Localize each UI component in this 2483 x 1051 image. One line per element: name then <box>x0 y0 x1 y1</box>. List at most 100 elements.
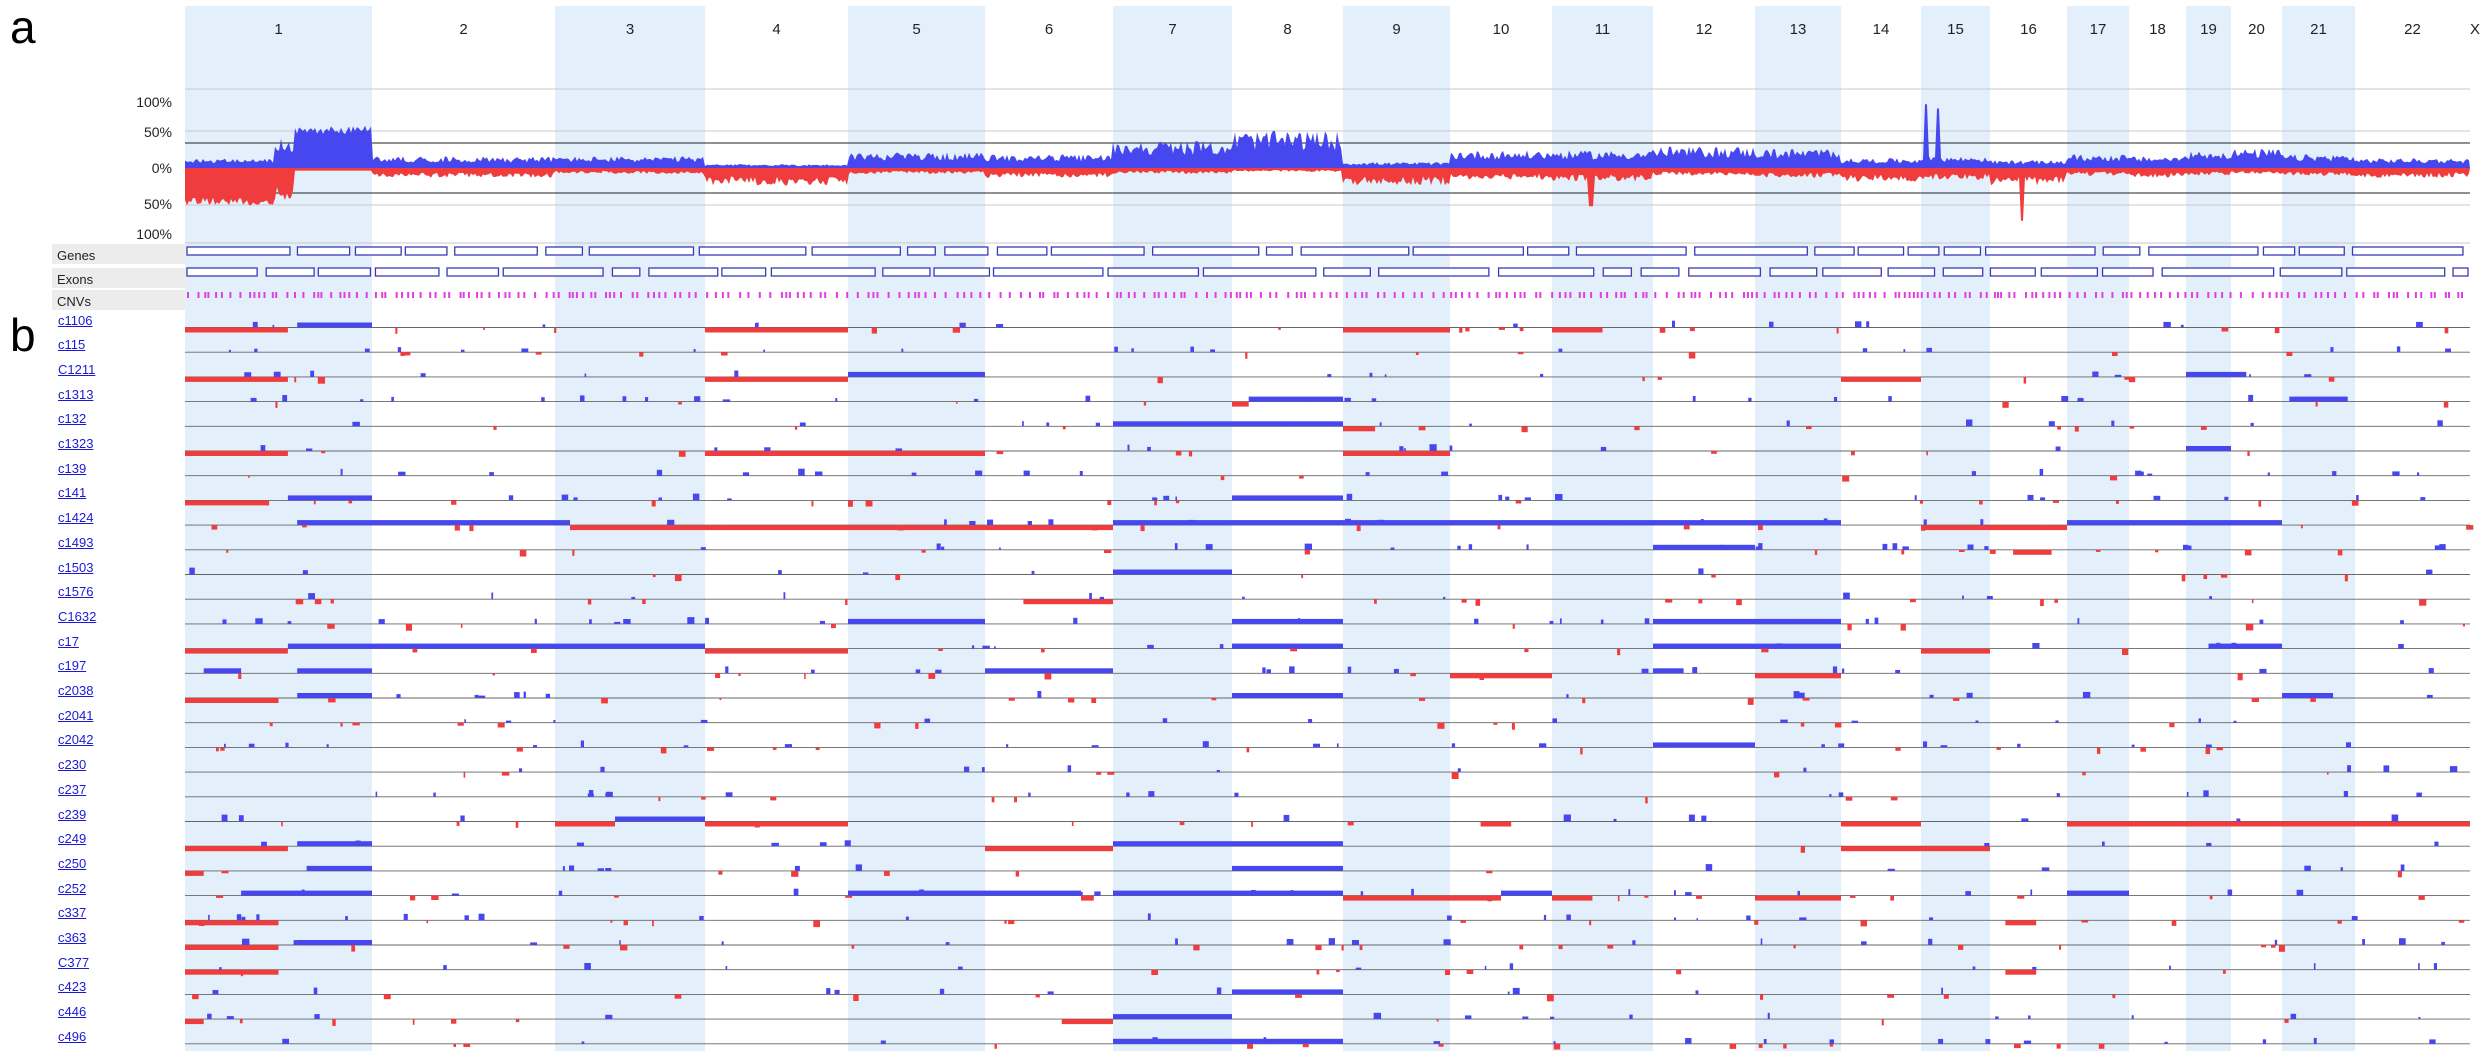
sample-loss-event <box>2014 1043 2021 1049</box>
sample-link-c337[interactable]: c337 <box>58 905 87 921</box>
genes-box <box>1151 246 1260 256</box>
sample-link-c2038[interactable]: c2038 <box>58 683 94 698</box>
sample-loss-event <box>2220 574 2228 578</box>
exons-box <box>1688 267 1762 277</box>
sample-gain-event <box>2096 891 2100 896</box>
sample-link-c1424[interactable]: c1424 <box>58 510 94 526</box>
chromosome-label-5[interactable]: 5 <box>912 21 921 38</box>
sample-link-c237[interactable]: c237 <box>58 781 87 797</box>
sample-link-c141[interactable]: c141 <box>58 485 87 501</box>
sample-loss-event <box>2129 426 2135 429</box>
chromosome-label-1[interactable]: 1 <box>274 21 283 38</box>
sample-link-c1632[interactable]: C1632 <box>58 608 97 624</box>
sample-link-c1211[interactable]: C1211 <box>58 361 96 377</box>
sample-loss-event <box>1958 945 1964 950</box>
sample-loss-segment <box>985 846 1113 852</box>
cnv-tick <box>1903 292 1906 298</box>
chromosome-label-2[interactable]: 2 <box>459 21 468 38</box>
sample-loss-segment <box>185 451 288 456</box>
chromosome-label-13[interactable]: 13 <box>1789 21 1807 38</box>
axis-label-top-50: 50% <box>143 124 172 140</box>
chromosome-label-10[interactable]: 10 <box>1492 21 1510 38</box>
sample-link-c423[interactable]: c423 <box>58 979 87 995</box>
sample-loss-event <box>1617 895 1620 902</box>
sample-gain-event <box>1775 643 1783 649</box>
sample-gain-event <box>1216 770 1220 773</box>
sample-loss-event <box>1842 475 1850 482</box>
sample-link-c1493[interactable]: c1493 <box>58 534 94 550</box>
cnv-tick <box>2239 292 2242 298</box>
chromosome-label-21[interactable]: 21 <box>2310 21 2327 38</box>
chromosome-label-7[interactable]: 7 <box>1168 21 1177 38</box>
sample-gain-event <box>1882 543 1888 550</box>
sample-gain-event <box>1903 349 1906 353</box>
chromosome-label-3[interactable]: 3 <box>625 21 635 38</box>
sample-link-c252[interactable]: c252 <box>58 880 87 896</box>
sample-loss-event <box>1774 772 1780 778</box>
sample-gain-event <box>589 619 592 624</box>
sample-loss-event <box>2098 1043 2105 1049</box>
cnv-tick <box>1785 292 1788 298</box>
chromosome-label-20[interactable]: 20 <box>2248 21 2265 38</box>
sample-loss-event <box>1015 870 1020 877</box>
exons-box <box>1202 267 1317 277</box>
cnv-tick <box>1365 292 1368 298</box>
sample-gain-event <box>1346 493 1353 501</box>
chromosome-label-17[interactable]: 17 <box>2089 21 2107 38</box>
sample-link-c1503[interactable]: c1503 <box>58 559 94 575</box>
chromosome-label-19[interactable]: 19 <box>2200 21 2217 38</box>
chromosome-label-22[interactable]: 22 <box>2404 21 2421 38</box>
sample-link-c250[interactable]: c250 <box>58 855 87 871</box>
cnv-tick <box>1095 292 1098 298</box>
cnv-tick <box>1076 292 1079 298</box>
sample-link-c17[interactable]: c17 <box>58 633 79 649</box>
sample-link-c249[interactable]: c249 <box>58 831 87 847</box>
sample-link-c446[interactable]: c446 <box>58 1004 87 1020</box>
sample-gain-event <box>1328 938 1335 945</box>
sample-link-c377[interactable]: C377 <box>58 954 90 970</box>
chromosome-label-18[interactable]: 18 <box>2149 21 2166 38</box>
sample-link-c2042[interactable]: c2042 <box>58 732 94 748</box>
chromosome-label-16[interactable]: 16 <box>2020 21 2037 38</box>
sample-gain-event <box>1242 596 1245 600</box>
chromosome-label-12[interactable]: 12 <box>1695 21 1713 38</box>
exons-box <box>2161 267 2275 277</box>
chromosome-label-8[interactable]: 8 <box>1283 21 1292 38</box>
cnv-tick <box>419 292 422 298</box>
sample-link-c1576[interactable]: c1576 <box>58 584 94 600</box>
chromosome-label-9[interactable]: 9 <box>1392 21 1401 38</box>
sample-loss-event <box>1546 994 1554 1002</box>
sample-link-c239[interactable]: c239 <box>58 806 87 822</box>
sample-link-c132[interactable]: c132 <box>58 411 87 427</box>
sample-gain-event <box>1821 744 1825 748</box>
cnv-tick <box>395 292 398 298</box>
sample-link-c197[interactable]: c197 <box>58 658 87 674</box>
sample-gain-event <box>2418 963 2420 970</box>
sample-link-c115[interactable]: c115 <box>58 337 86 353</box>
chromosome-label-4[interactable]: 4 <box>772 21 781 38</box>
sample-link-c1106[interactable]: c1106 <box>58 312 93 328</box>
chromosome-label-15[interactable]: 15 <box>1947 21 1964 38</box>
chromosome-label-6[interactable]: 6 <box>1044 21 1054 38</box>
sample-link-c496[interactable]: c496 <box>58 1028 87 1044</box>
sample-gain-event <box>2396 346 2401 353</box>
sample-loss-segment <box>1232 401 1249 407</box>
cnv-tick <box>1985 292 1988 298</box>
sample-loss-event <box>1519 945 1524 950</box>
chromosome-label-X[interactable]: X <box>2470 21 2481 38</box>
sample-link-c230[interactable]: c230 <box>58 757 87 773</box>
sample-link-c139[interactable]: c139 <box>58 460 87 476</box>
cnv-tick <box>1245 292 1248 298</box>
chromosome-label-14[interactable]: 14 <box>1872 21 1890 38</box>
sample-loss-event <box>453 1043 456 1047</box>
sample-gain-event <box>1888 396 1892 402</box>
sample-link-c1323[interactable]: c1323 <box>58 436 94 451</box>
cnv-tick <box>187 292 189 298</box>
sample-link-c1313[interactable]: c1313 <box>58 386 94 402</box>
cnv-tick <box>1361 292 1364 298</box>
sample-gain-event <box>506 720 512 723</box>
chromosome-label-11[interactable]: 11 <box>1594 21 1611 38</box>
cnv-tick <box>1682 292 1685 298</box>
sample-link-c363[interactable]: c363 <box>58 930 87 945</box>
sample-link-c2041[interactable]: c2041 <box>58 707 94 723</box>
